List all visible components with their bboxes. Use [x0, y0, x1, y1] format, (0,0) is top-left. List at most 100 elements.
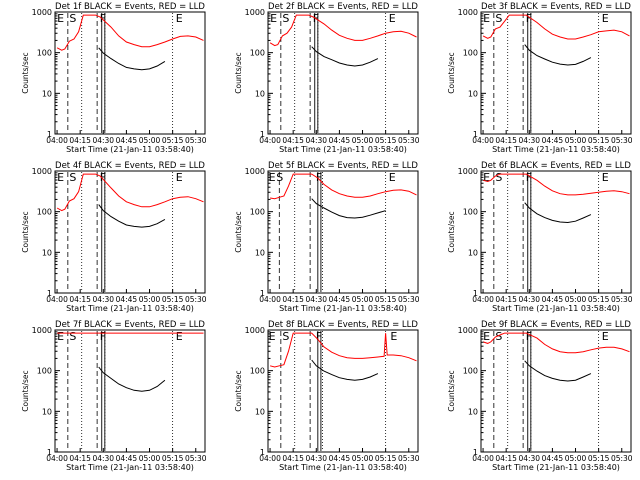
y-tick-label: 10 — [255, 407, 265, 416]
marker-label-e-end: E — [176, 330, 183, 343]
panel-title: Det 7f BLACK = Events, RED = LLD — [55, 320, 205, 330]
x-tick-label: 04:15 — [282, 136, 304, 145]
x-tick-label: 05:00 — [139, 454, 161, 463]
marker-label-f: F — [316, 330, 322, 343]
series-events-line — [311, 46, 379, 67]
panel-title: Det 9f BLACK = Events, RED = LLD — [481, 320, 631, 330]
series-lld-line — [269, 14, 417, 47]
x-axis-title: Start Time (21-Jan-11 03:58:40) — [66, 145, 194, 154]
x-tick-label: 05:00 — [565, 454, 587, 463]
marker-label-e-end: E — [176, 12, 183, 25]
series-events-line — [311, 359, 379, 381]
panel-title: Det 5f BLACK = Events, RED = LLD — [268, 161, 418, 171]
marker-label-e-end: E — [176, 171, 183, 184]
series-lld-line — [482, 14, 630, 40]
series-lld-line — [56, 14, 204, 51]
marker-label-s: S — [495, 330, 502, 343]
y-tick-label: 1000 — [458, 167, 478, 176]
x-tick-label: 04:45 — [329, 454, 351, 463]
x-tick-label: 04:15 — [282, 454, 304, 463]
x-tick-label: 04:15 — [495, 136, 517, 145]
panel-title: Det 2f BLACK = Events, RED = LLD — [268, 2, 418, 12]
x-axis-title: Start Time (21-Jan-11 03:58:40) — [279, 304, 407, 313]
x-axis-title: Start Time (21-Jan-11 03:58:40) — [66, 463, 194, 472]
y-axis-title: Counts/sec — [447, 211, 456, 252]
x-tick-label: 05:15 — [375, 136, 397, 145]
y-axis-title: Counts/sec — [447, 370, 456, 411]
x-axis-title: Start Time (21-Jan-11 03:58:40) — [279, 145, 407, 154]
y-axis-title: Counts/sec — [21, 211, 30, 252]
y-axis-title: Counts/sec — [447, 52, 456, 93]
plot-frame — [54, 170, 206, 294]
y-tick-label: 1 — [47, 289, 52, 298]
marker-label-e-end: E — [602, 171, 609, 184]
panel-title: Det 8f BLACK = Events, RED = LLD — [268, 320, 418, 330]
x-tick-label: 04:45 — [542, 454, 564, 463]
panel-title: Det 4f BLACK = Events, RED = LLD — [55, 161, 205, 171]
marker-label-e-start: E — [269, 171, 276, 184]
x-tick-label: 04:15 — [495, 295, 517, 304]
x-tick-label: 04:30 — [92, 136, 114, 145]
marker-label-e-end: E — [389, 12, 396, 25]
x-tick-label: 04:00 — [46, 136, 68, 145]
y-axis-title: Counts/sec — [234, 370, 243, 411]
series-events-line — [98, 204, 166, 228]
y-tick-label: 1 — [260, 130, 265, 139]
y-axis-title: Counts/sec — [234, 52, 243, 93]
x-tick-label: 05:15 — [588, 136, 610, 145]
marker-label-e-start: E — [270, 12, 277, 25]
x-tick-label: 05:00 — [352, 295, 374, 304]
x-tick-label: 04:30 — [305, 454, 327, 463]
plot-frame — [480, 329, 632, 453]
y-tick-label: 10 — [255, 89, 265, 98]
y-axis-title: Counts/sec — [21, 370, 30, 411]
x-tick-label: 04:45 — [116, 454, 138, 463]
x-tick-label: 04:30 — [305, 136, 327, 145]
y-tick-label: 1000 — [458, 8, 478, 17]
x-axis-title: Start Time (21-Jan-11 03:58:40) — [492, 145, 620, 154]
x-tick-label: 05:30 — [398, 136, 420, 145]
series-lld-line — [269, 332, 417, 368]
y-tick-label: 100 — [463, 208, 478, 217]
x-tick-label: 04:00 — [472, 136, 494, 145]
marker-label-e-start: E — [483, 330, 490, 343]
y-tick-label: 10 — [255, 248, 265, 257]
marker-label-f: F — [526, 330, 532, 343]
panel-title: Det 6f BLACK = Events, RED = LLD — [481, 161, 631, 171]
y-tick-label: 100 — [463, 49, 478, 58]
x-tick-label: 04:15 — [69, 454, 91, 463]
x-tick-label: 05:30 — [398, 295, 420, 304]
x-axis-title: Start Time (21-Jan-11 03:58:40) — [66, 304, 194, 313]
x-tick-label: 05:15 — [588, 295, 610, 304]
x-tick-label: 04:00 — [46, 454, 68, 463]
marker-label-f: F — [100, 171, 106, 184]
x-tick-label: 04:30 — [518, 295, 540, 304]
x-tick-label: 04:45 — [542, 136, 564, 145]
marker-label-f: F — [526, 12, 532, 25]
x-tick-label: 04:15 — [69, 295, 91, 304]
x-tick-label: 04:45 — [116, 136, 138, 145]
x-tick-label: 04:45 — [116, 295, 138, 304]
series-events-line — [311, 198, 386, 219]
x-tick-label: 05:00 — [565, 136, 587, 145]
x-tick-label: 04:30 — [518, 136, 540, 145]
y-tick-label: 1 — [260, 448, 265, 457]
x-tick-label: 05:15 — [162, 454, 184, 463]
x-tick-label: 05:30 — [185, 295, 207, 304]
y-tick-label: 1 — [260, 289, 265, 298]
plot-frame — [54, 11, 206, 135]
marker-label-e-end: E — [390, 330, 397, 343]
y-tick-label: 10 — [468, 248, 478, 257]
x-tick-label: 05:15 — [162, 295, 184, 304]
y-axis-title: Counts/sec — [234, 211, 243, 252]
x-tick-label: 04:00 — [259, 136, 281, 145]
marker-label-f: F — [526, 171, 532, 184]
x-tick-label: 04:30 — [518, 454, 540, 463]
marker-label-e-start: E — [57, 12, 64, 25]
x-tick-label: 04:30 — [92, 454, 114, 463]
x-tick-label: 04:15 — [495, 454, 517, 463]
y-tick-label: 1000 — [32, 167, 52, 176]
